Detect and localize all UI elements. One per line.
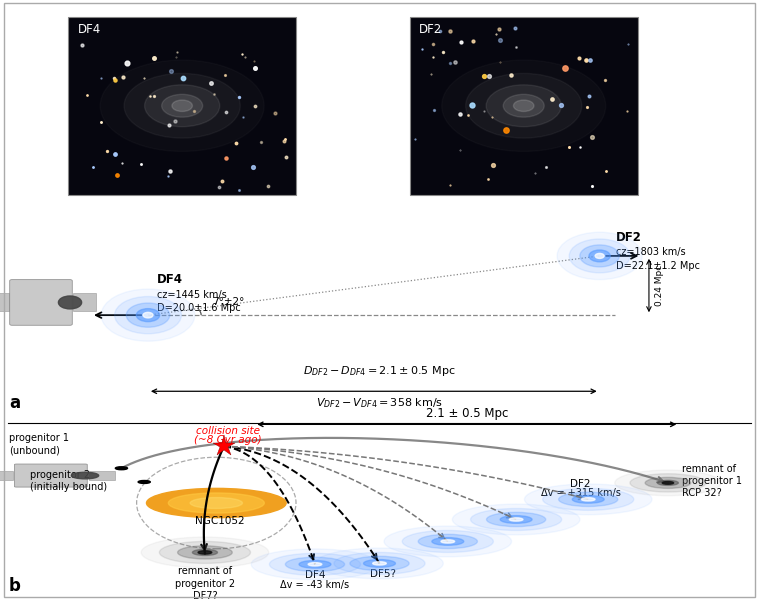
Bar: [89, 471, 115, 480]
Text: 7°±2°: 7°±2°: [213, 296, 245, 307]
Circle shape: [441, 540, 455, 543]
Circle shape: [350, 556, 409, 571]
Ellipse shape: [466, 73, 582, 138]
Text: 2.1 ± 0.5 Mpc: 2.1 ± 0.5 Mpc: [426, 407, 508, 420]
Text: DF4: DF4: [77, 23, 101, 36]
Text: remnant of
progenitor 1
RCP 32?: remnant of progenitor 1 RCP 32?: [682, 464, 742, 499]
Circle shape: [524, 484, 652, 515]
Text: Δv = +315 km/s: Δv = +315 km/s: [540, 488, 621, 498]
Text: $D_{DF2}-D_{DF4}=2.1\pm0.5$ Mpc: $D_{DF2}-D_{DF4}=2.1\pm0.5$ Mpc: [303, 364, 456, 379]
Text: collision site: collision site: [196, 426, 260, 436]
Ellipse shape: [124, 73, 240, 138]
Text: DF2: DF2: [419, 23, 442, 36]
Text: DF2: DF2: [570, 479, 591, 489]
Circle shape: [71, 472, 99, 479]
Bar: [0, 293, 8, 311]
Circle shape: [373, 562, 386, 565]
Circle shape: [115, 296, 181, 334]
Circle shape: [141, 537, 269, 568]
Text: DF4: DF4: [304, 570, 326, 580]
Circle shape: [316, 548, 443, 579]
Circle shape: [615, 470, 721, 496]
Ellipse shape: [144, 85, 220, 127]
Circle shape: [487, 512, 546, 527]
Circle shape: [432, 538, 464, 545]
Ellipse shape: [168, 493, 264, 513]
Circle shape: [159, 541, 250, 563]
Circle shape: [589, 250, 610, 262]
Circle shape: [178, 546, 232, 559]
Circle shape: [657, 481, 679, 485]
Circle shape: [595, 253, 604, 259]
Text: progenitor 2
(initially bound): progenitor 2 (initially bound): [30, 470, 108, 492]
Circle shape: [138, 481, 150, 484]
Text: $V_{DF2}-V_{DF4}=358$ km/s: $V_{DF2}-V_{DF4}=358$ km/s: [316, 396, 443, 410]
Circle shape: [509, 518, 523, 521]
Circle shape: [569, 239, 630, 273]
Circle shape: [193, 550, 218, 556]
Ellipse shape: [486, 85, 562, 127]
Text: DF5?: DF5?: [370, 569, 396, 579]
Circle shape: [581, 498, 595, 501]
Text: (~8 Gyr ago): (~8 Gyr ago): [194, 435, 262, 445]
Bar: [68, 17, 296, 194]
Text: 0.24 Mpc: 0.24 Mpc: [655, 265, 664, 306]
Circle shape: [500, 515, 532, 523]
Bar: [73, 293, 96, 311]
Circle shape: [418, 535, 477, 548]
Ellipse shape: [162, 94, 203, 117]
Text: b: b: [9, 577, 21, 595]
Text: D=22.1±1.2 Mpc: D=22.1±1.2 Mpc: [616, 260, 701, 271]
Ellipse shape: [190, 497, 243, 508]
Circle shape: [402, 530, 493, 553]
Circle shape: [126, 303, 170, 327]
Circle shape: [299, 560, 331, 568]
Circle shape: [198, 551, 212, 554]
Text: a: a: [9, 394, 20, 412]
Circle shape: [101, 289, 195, 341]
Ellipse shape: [503, 94, 544, 117]
Text: remnant of
progenitor 2
DF7?: remnant of progenitor 2 DF7?: [175, 566, 235, 600]
Circle shape: [557, 232, 642, 280]
Text: D=20.0±1.6 Mpc: D=20.0±1.6 Mpc: [157, 303, 241, 313]
Text: DF4: DF4: [157, 274, 183, 286]
Circle shape: [662, 482, 674, 484]
Text: Δv = -43 km/s: Δv = -43 km/s: [280, 580, 350, 590]
Circle shape: [559, 492, 618, 506]
Circle shape: [384, 526, 512, 557]
Circle shape: [334, 553, 425, 574]
Text: progenitor 1
(unbound): progenitor 1 (unbound): [9, 433, 69, 455]
Circle shape: [308, 563, 322, 566]
Circle shape: [269, 553, 361, 575]
Ellipse shape: [172, 100, 193, 112]
Circle shape: [115, 467, 128, 470]
Circle shape: [630, 474, 706, 492]
Circle shape: [452, 504, 580, 535]
Text: cz=1445 km/s: cz=1445 km/s: [157, 290, 227, 300]
FancyBboxPatch shape: [14, 464, 87, 487]
Circle shape: [471, 509, 562, 530]
Circle shape: [58, 296, 82, 309]
Circle shape: [137, 308, 159, 322]
Ellipse shape: [514, 100, 534, 112]
Circle shape: [572, 496, 604, 503]
Circle shape: [580, 245, 619, 267]
Circle shape: [543, 488, 634, 511]
Circle shape: [645, 478, 691, 488]
Circle shape: [364, 560, 395, 567]
Bar: [0, 471, 13, 480]
FancyBboxPatch shape: [10, 280, 72, 325]
Text: cz=1803 km/s: cz=1803 km/s: [616, 247, 686, 257]
Ellipse shape: [146, 488, 286, 518]
Bar: [410, 17, 638, 194]
Circle shape: [251, 549, 379, 580]
Text: DF2: DF2: [616, 231, 642, 244]
Text: NGC1052: NGC1052: [195, 516, 245, 526]
Circle shape: [285, 557, 345, 571]
Circle shape: [143, 313, 153, 318]
